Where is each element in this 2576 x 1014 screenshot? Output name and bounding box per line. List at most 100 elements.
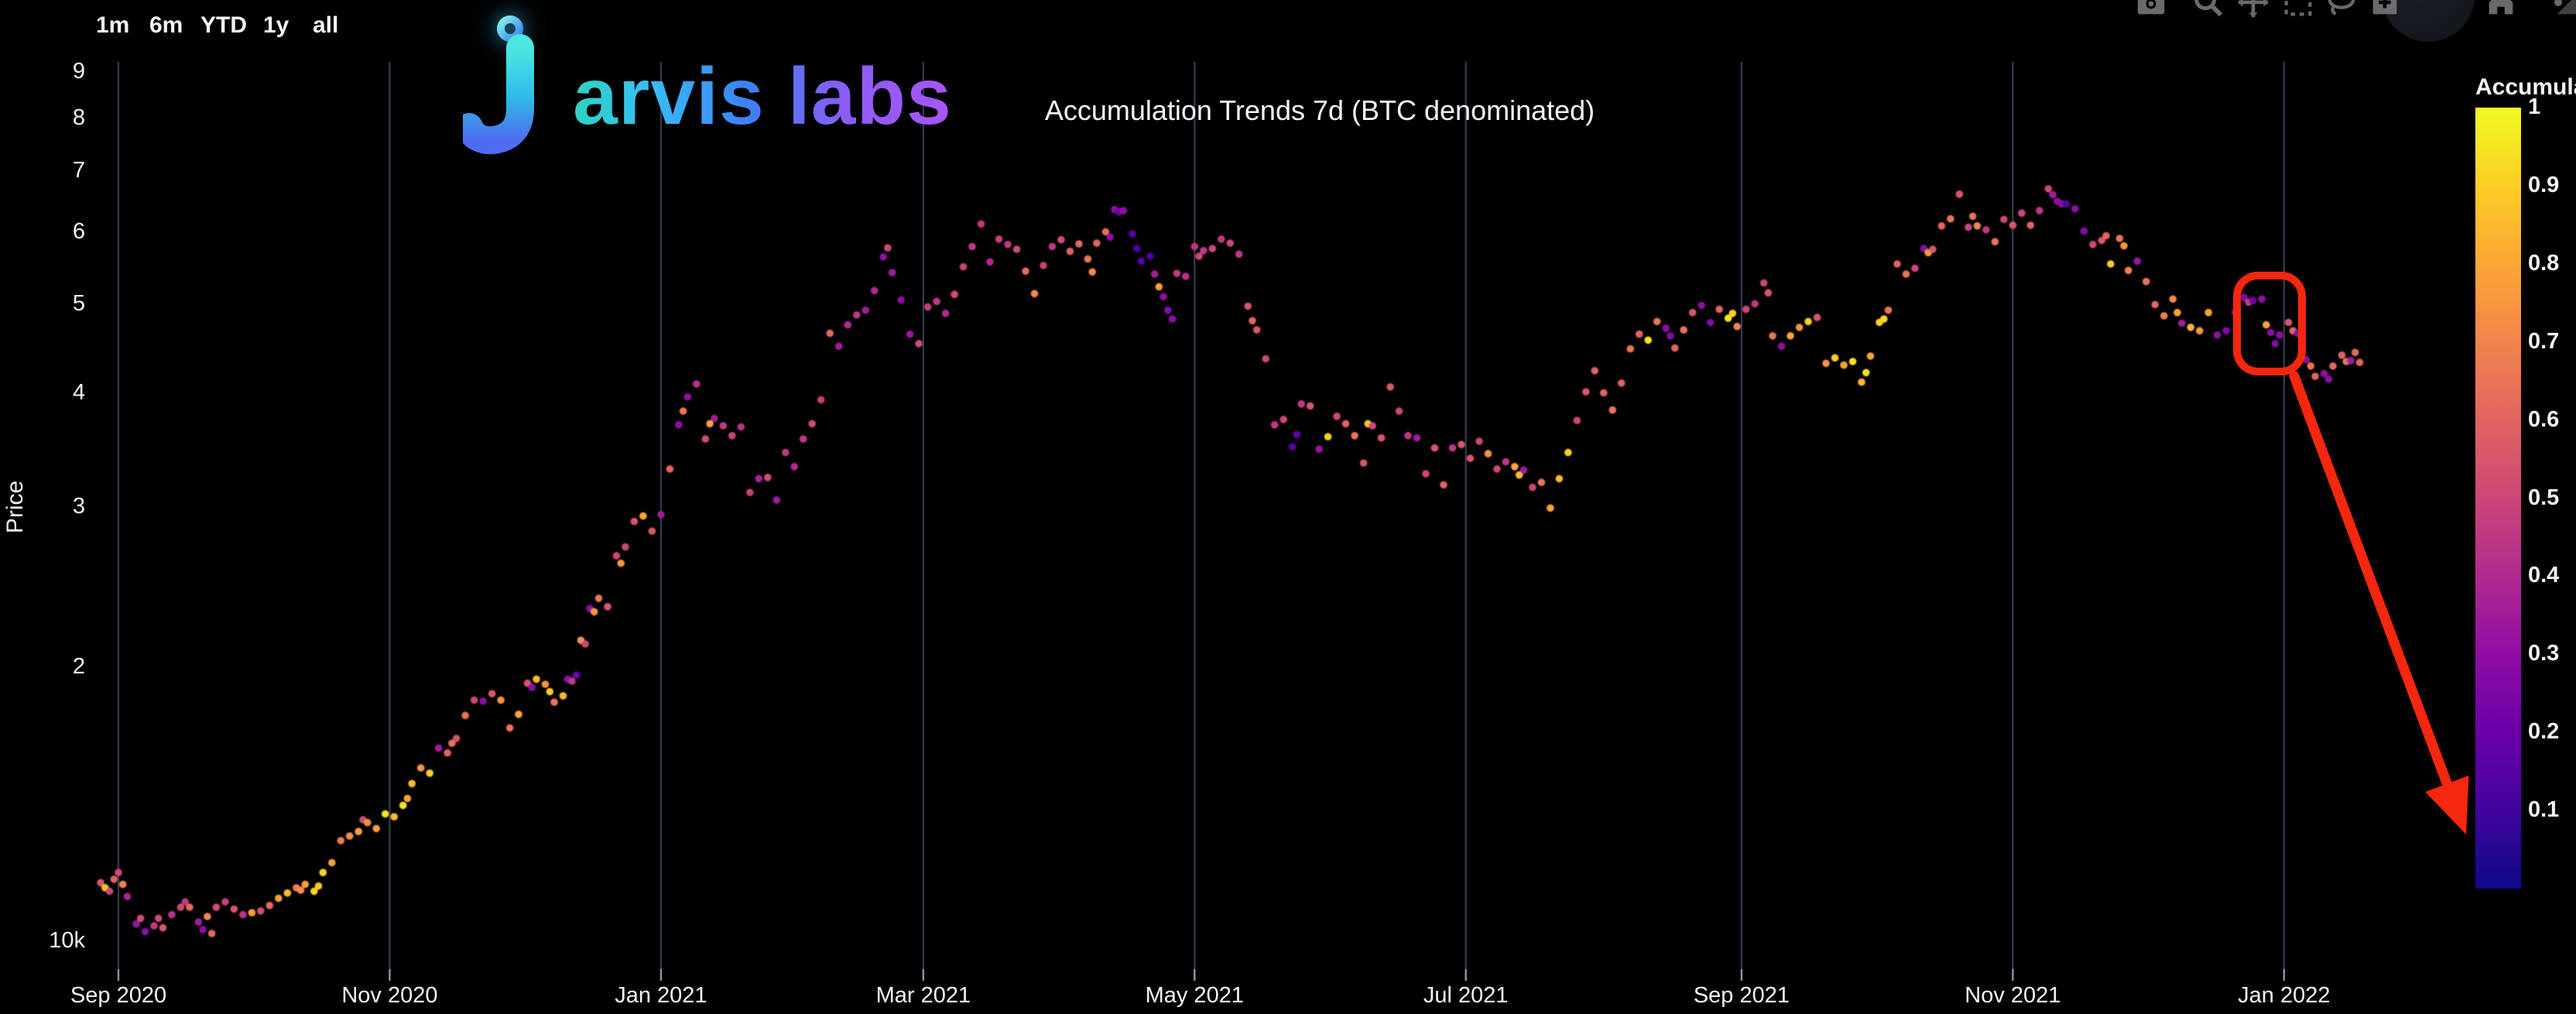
data-point — [1173, 269, 1181, 278]
data-point — [1022, 267, 1029, 276]
data-point — [2160, 312, 2168, 320]
data-point — [1529, 483, 1536, 492]
data-point — [683, 392, 692, 401]
data-point — [790, 463, 798, 471]
data-point — [132, 920, 140, 928]
pan-icon[interactable] — [2235, 0, 2271, 20]
data-point — [1150, 270, 1159, 278]
data-point — [906, 330, 914, 338]
colorbar — [2475, 108, 2521, 889]
data-point — [1911, 264, 1919, 272]
data-point — [772, 496, 781, 504]
data-point — [1004, 241, 1012, 248]
data-point — [693, 380, 701, 388]
data-point — [2213, 331, 2221, 339]
range-button-ytd[interactable]: YTD — [200, 12, 247, 38]
data-point — [296, 886, 305, 894]
data-point — [199, 926, 207, 933]
data-point — [1084, 255, 1092, 263]
data-point — [2347, 357, 2355, 365]
data-point — [2195, 327, 2204, 335]
box-select-icon[interactable] — [2280, 0, 2316, 20]
data-point — [1093, 239, 1101, 247]
data-point — [1057, 235, 1065, 244]
data-point — [1724, 314, 1732, 322]
x-tick-label: Sep 2021 — [1693, 983, 1790, 1008]
data-point — [1555, 474, 1564, 483]
jarvis-labs-logo: arvis labs — [463, 0, 951, 163]
data-point — [1252, 326, 1261, 334]
data-point — [1293, 430, 1301, 439]
zoom-in-icon[interactable] — [2367, 0, 2403, 20]
data-point — [136, 914, 145, 923]
data-point — [590, 608, 598, 616]
range-button-1m[interactable]: 1m — [96, 12, 130, 38]
data-point — [594, 594, 603, 602]
data-point — [817, 396, 825, 404]
data-point — [2240, 293, 2248, 302]
data-point — [345, 832, 354, 840]
data-point — [1160, 293, 1167, 301]
data-point — [1848, 358, 1857, 365]
data-point — [2351, 348, 2359, 357]
range-button-all[interactable]: all — [313, 12, 339, 38]
data-point — [737, 423, 745, 431]
data-point — [2258, 295, 2266, 303]
data-point — [1519, 466, 1528, 474]
home-icon[interactable] — [2483, 0, 2519, 20]
y-tick-label: 8 — [72, 105, 85, 131]
data-point — [1155, 283, 1163, 291]
dot-icon[interactable] — [2540, 0, 2576, 20]
data-point — [1324, 433, 1332, 440]
data-point — [1751, 300, 1759, 308]
colorbar-tick-label: 0.8 — [2528, 250, 2560, 276]
data-point — [1965, 223, 1972, 231]
data-point — [546, 687, 554, 696]
data-point — [2036, 207, 2043, 214]
data-point — [1297, 400, 1305, 408]
data-point — [1968, 212, 1977, 221]
data-point — [617, 559, 625, 567]
corner-icon[interactable] — [2551, 0, 2576, 20]
data-point — [319, 868, 327, 876]
x-tick-label: Sep 2020 — [70, 983, 167, 1008]
data-point — [2249, 296, 2257, 305]
data-point — [115, 868, 122, 876]
data-point — [986, 258, 994, 266]
data-point — [1662, 324, 1670, 332]
data-point — [959, 262, 968, 271]
data-point — [1769, 332, 1776, 340]
annotation-highlight-box — [2233, 272, 2306, 375]
data-point — [1404, 432, 1412, 440]
data-point — [870, 286, 879, 295]
data-point — [265, 902, 274, 910]
range-button-6m[interactable]: 6m — [149, 12, 183, 38]
data-point — [1262, 355, 1269, 363]
data-point — [1547, 504, 1554, 512]
lasso-icon[interactable] — [2324, 0, 2359, 20]
data-point — [1200, 247, 1208, 255]
camera-icon[interactable] — [2133, 0, 2169, 20]
data-point — [328, 858, 336, 867]
data-point — [1448, 444, 1457, 452]
data-point — [844, 320, 851, 329]
data-point — [2222, 327, 2230, 335]
zoom-icon[interactable] — [2191, 0, 2226, 20]
data-point — [657, 511, 665, 519]
data-point — [764, 474, 772, 481]
data-point — [1991, 238, 1999, 246]
data-point — [968, 242, 976, 251]
range-button-1y[interactable]: 1y — [263, 12, 289, 38]
data-point — [2151, 300, 2159, 309]
data-point — [2271, 340, 2280, 348]
data-point — [154, 914, 163, 923]
data-point — [1880, 315, 1888, 324]
data-point — [1667, 332, 1674, 340]
data-point — [181, 898, 189, 906]
data-point — [2080, 227, 2088, 235]
data-point — [1688, 309, 1697, 317]
data-point — [212, 903, 221, 911]
data-point — [2276, 331, 2283, 339]
data-point — [2026, 221, 2035, 229]
